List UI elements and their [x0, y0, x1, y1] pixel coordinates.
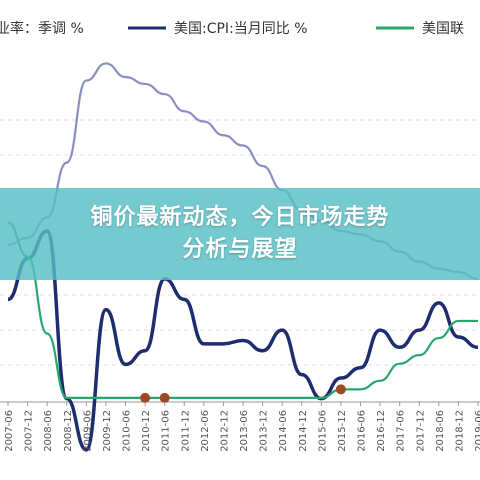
- x-tick-label: 2015-12: [337, 410, 348, 452]
- x-axis-ticks: 2007-06 2007-12 2008-06 2008-12 2009-06 2009-…: [4, 402, 480, 452]
- x-tick-label: 2019-06: [474, 410, 480, 452]
- banner-title-line2: 分析与展望: [182, 237, 298, 262]
- x-tick-label: 2014-06: [278, 410, 289, 452]
- x-tick-label: 2018-06: [435, 410, 446, 452]
- banner-title-line1: 铜价最新动态，今日市场走势: [90, 205, 390, 230]
- title-banner: 铜价最新动态，今日市场走势 分析与展望: [0, 188, 480, 280]
- x-tick-label: 2011-12: [180, 410, 191, 452]
- x-tick-label: 2012-06: [200, 410, 211, 452]
- x-tick-label: 2017-06: [396, 410, 407, 452]
- chart-markers: [140, 384, 346, 403]
- data-point: [159, 392, 170, 403]
- legend-label: 美国联: [422, 21, 464, 37]
- x-tick-label: 2007-06: [4, 410, 15, 452]
- x-tick-label: 2016-06: [357, 410, 368, 452]
- x-tick-label: 2010-12: [141, 410, 152, 452]
- x-tick-label: 2012-12: [219, 410, 230, 452]
- x-tick-label: 2008-12: [63, 410, 74, 452]
- x-tick-label: 2018-12: [454, 410, 465, 452]
- x-tick-label: 2013-06: [239, 410, 250, 452]
- x-tick-label: 2017-12: [415, 410, 426, 452]
- series-line: [7, 221, 478, 399]
- legend-label: 美国:CPI:当月同比 %: [174, 21, 308, 37]
- x-tick-label: 2016-12: [376, 410, 387, 452]
- x-tick-label: 2013-12: [259, 410, 270, 452]
- x-tick-label: 2009-06: [82, 410, 93, 452]
- x-tick-label: 2010-06: [122, 410, 133, 452]
- x-tick-label: 2009-12: [102, 410, 113, 452]
- series-line: [7, 229, 479, 452]
- x-tick-label: 2011-06: [161, 410, 172, 452]
- legend-label: 业率：季调 %: [0, 20, 84, 37]
- data-point: [335, 384, 346, 395]
- x-tick-label: 2007-12: [24, 410, 35, 452]
- chart-legend: 业率：季调 % 美国:CPI:当月同比 % 美国联: [0, 20, 464, 37]
- x-tick-label: 2015-06: [317, 410, 328, 452]
- x-tick-label: 2008-06: [43, 410, 54, 452]
- data-point: [140, 392, 151, 403]
- x-tick-label: 2014-12: [298, 410, 309, 452]
